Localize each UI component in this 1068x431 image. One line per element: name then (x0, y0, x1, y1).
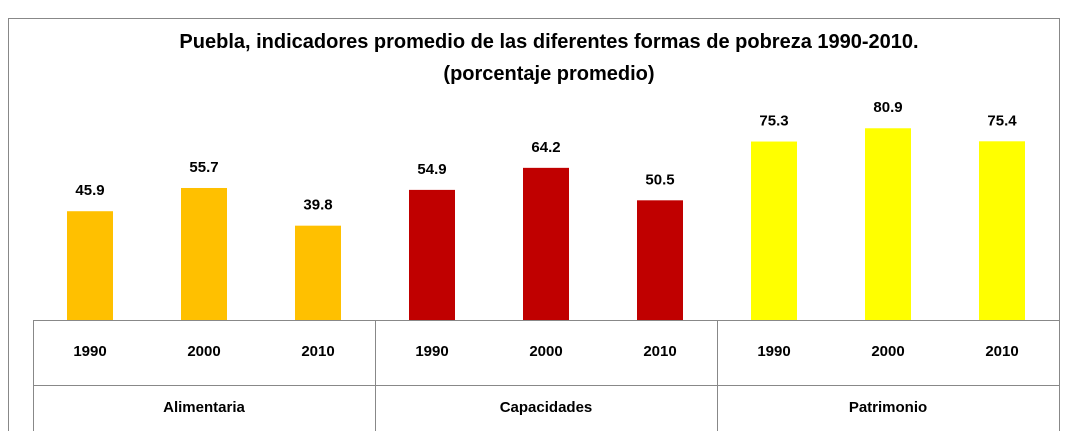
x-tick-label: 2010 (643, 343, 676, 360)
x-tick-label: 2010 (985, 343, 1018, 360)
bar (181, 187, 227, 320)
bar (751, 141, 797, 320)
value-label: 64.2 (531, 139, 560, 156)
x-tick-label: 2000 (187, 343, 220, 360)
bar (523, 167, 569, 320)
value-label: 50.5 (645, 171, 674, 188)
x-tick-label: 1990 (757, 343, 790, 360)
x-tick-label: 1990 (73, 343, 106, 360)
value-label: 54.9 (417, 161, 446, 178)
bar (295, 225, 341, 320)
value-label: 45.9 (75, 182, 104, 199)
bar (979, 141, 1025, 320)
x-tick-label: 2000 (529, 343, 562, 360)
group-label: Capacidades (500, 399, 593, 416)
bar (637, 200, 683, 320)
x-tick-label: 2010 (301, 343, 334, 360)
x-tick-label: 1990 (415, 343, 448, 360)
value-label: 75.4 (987, 112, 1017, 129)
chart-frame (8, 18, 1060, 431)
value-label: 39.8 (303, 197, 332, 214)
group-label: Alimentaria (163, 399, 245, 416)
x-tick-label: 2000 (871, 343, 904, 360)
chart-title: Puebla, indicadores promedio de las dife… (179, 31, 919, 85)
value-label: 55.7 (189, 159, 218, 176)
bar (865, 128, 911, 320)
bar (409, 189, 455, 320)
group-label: Patrimonio (849, 399, 927, 416)
value-label: 80.9 (873, 99, 902, 116)
value-label: 75.3 (759, 113, 788, 130)
bar (67, 211, 113, 320)
